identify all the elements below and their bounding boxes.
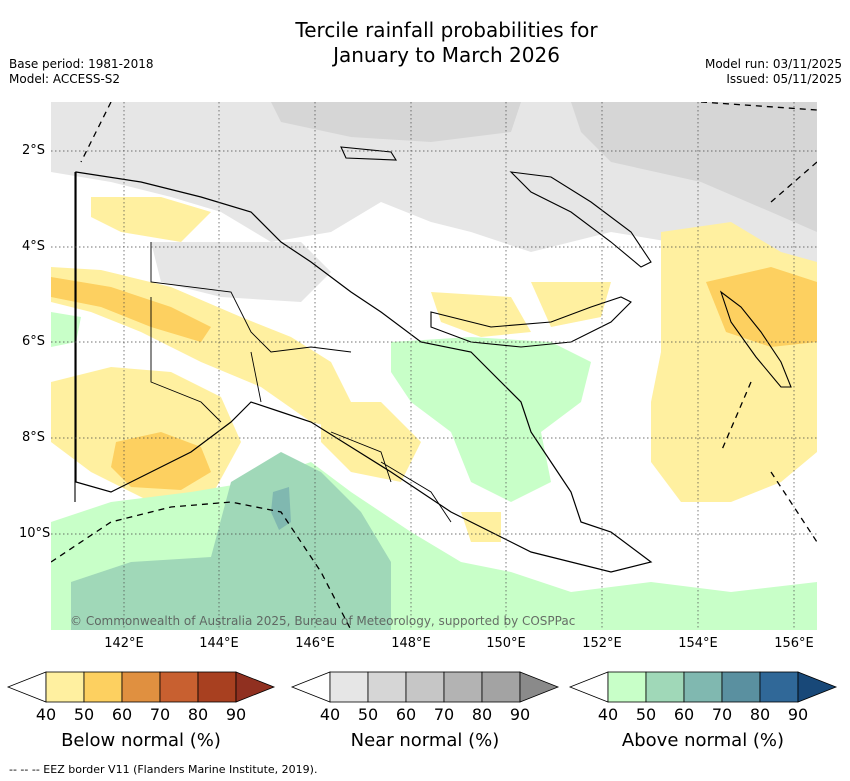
colorbar-high-extension bbox=[235, 671, 276, 703]
colorbar-tick-label: 90 bbox=[787, 705, 809, 724]
metadata-left: Base period: 1981-2018 Model: ACCESS-S2 bbox=[9, 57, 154, 87]
colorbar-tick-label: 90 bbox=[225, 705, 247, 724]
lat-label: 10°S bbox=[19, 526, 51, 541]
new-britain-outline bbox=[430, 296, 632, 348]
colorbar-tick-label: 70 bbox=[149, 705, 171, 724]
colorbar-low-extension bbox=[290, 671, 331, 703]
lon-label: 148°E bbox=[391, 636, 431, 651]
below-normal-central-patch bbox=[321, 402, 421, 482]
colorbar-tick-label: 40 bbox=[319, 705, 341, 724]
colorbar-segment bbox=[481, 671, 521, 703]
colorbar-title: Near normal (%) bbox=[350, 730, 500, 751]
title-line-1: Tercile rainfall probabilities for bbox=[295, 18, 598, 42]
lon-label: 142°E bbox=[104, 636, 144, 651]
issued-date: Issued: 05/11/2025 bbox=[726, 72, 842, 86]
colorbar-segment bbox=[121, 671, 161, 703]
lat-label: 8°S bbox=[21, 430, 45, 445]
lon-label: 144°E bbox=[199, 636, 239, 651]
colorbar-segment bbox=[367, 671, 407, 703]
below-normal-west-core bbox=[51, 277, 211, 342]
colorbar-tick-label: 40 bbox=[35, 705, 57, 724]
colorbar-segment bbox=[405, 671, 445, 703]
colorbar-segment bbox=[645, 671, 685, 703]
colorbar-segment bbox=[45, 671, 85, 703]
below-normal-southwest-core bbox=[111, 432, 211, 490]
map-title: Tercile rainfall probabilities for Janua… bbox=[0, 18, 850, 68]
below-normal-island-patch bbox=[531, 282, 611, 327]
base-period: Base period: 1981-2018 bbox=[9, 57, 154, 71]
colorbar-tick-label: 90 bbox=[509, 705, 531, 724]
new-guinea-outline bbox=[75, 171, 653, 573]
title-line-2: January to March 2026 bbox=[333, 43, 560, 67]
colorbar-segment bbox=[159, 671, 199, 703]
manus-outline bbox=[340, 146, 398, 161]
eez-footnote: -- -- -- EEZ border V11 (Flanders Marine… bbox=[9, 763, 318, 776]
colorbar-legends bbox=[6, 671, 838, 703]
graticule bbox=[51, 102, 817, 630]
lon-label: 146°E bbox=[295, 636, 335, 651]
lon-label: 152°E bbox=[582, 636, 622, 651]
colorbar-tick-label: 60 bbox=[111, 705, 133, 724]
colorbar-title: Below normal (%) bbox=[61, 730, 221, 751]
colorbar-tick-label: 80 bbox=[471, 705, 493, 724]
lat-label: 2°S bbox=[21, 143, 45, 158]
model-name: Model: ACCESS-S2 bbox=[9, 72, 121, 86]
colorbar-tick-label: 50 bbox=[73, 705, 95, 724]
near-normal-top-region bbox=[271, 102, 521, 142]
colorbar-tick-label: 80 bbox=[749, 705, 771, 724]
colorbar-title: Above normal (%) bbox=[621, 730, 785, 751]
colorbar-segment bbox=[721, 671, 761, 703]
new-ireland-outline bbox=[509, 171, 652, 268]
lon-label: 156°E bbox=[774, 636, 814, 651]
above-normal-southwest-region bbox=[71, 452, 391, 630]
model-run: Model run: 03/11/2025 bbox=[704, 57, 842, 71]
below-normal-north-patch bbox=[91, 197, 211, 242]
colorbar-tick-label: 60 bbox=[395, 705, 417, 724]
colorbar-tick-label: 70 bbox=[433, 705, 455, 724]
colorbar-low-extension bbox=[568, 671, 609, 703]
colorbar-tick-label: 50 bbox=[635, 705, 657, 724]
colorbar-1 bbox=[290, 671, 560, 703]
colorbar-segment bbox=[607, 671, 647, 703]
below-normal-east-region bbox=[651, 222, 817, 502]
colorbar-segment bbox=[197, 671, 237, 703]
metadata-right: Model run: 03/11/2025 Issued: 05/11/2025 bbox=[705, 57, 842, 87]
colorbar-tick-label: 50 bbox=[357, 705, 379, 724]
colorbar-tick-label: 80 bbox=[187, 705, 209, 724]
colorbar-tick-label: 40 bbox=[597, 705, 619, 724]
above-normal-central-region bbox=[391, 337, 591, 502]
colorbar-segment bbox=[683, 671, 723, 703]
lon-label: 154°E bbox=[678, 636, 718, 651]
lon-label: 150°E bbox=[486, 636, 526, 651]
colorbar-2 bbox=[568, 671, 838, 703]
colorbar-segment bbox=[443, 671, 483, 703]
colorbar-tick-label: 70 bbox=[711, 705, 733, 724]
rainfall-probability-map bbox=[51, 102, 817, 630]
colorbar-0 bbox=[6, 671, 276, 703]
colorbar-high-extension bbox=[797, 671, 838, 703]
colorbar-high-extension bbox=[519, 671, 560, 703]
near-normal-central-region bbox=[151, 242, 331, 302]
colorbar-tick-label: 60 bbox=[673, 705, 695, 724]
near-normal-darker-region bbox=[571, 102, 817, 232]
lat-label: 4°S bbox=[21, 239, 45, 254]
colorbar-low-extension bbox=[6, 671, 47, 703]
province-borders bbox=[150, 242, 452, 523]
lat-label: 6°S bbox=[21, 334, 45, 349]
above-normal-west-patch bbox=[51, 312, 81, 347]
below-normal-coast-patch bbox=[431, 292, 531, 337]
colorbar-segment bbox=[329, 671, 369, 703]
colorbar-segment bbox=[83, 671, 123, 703]
copyright-notice: © Commonwealth of Australia 2025, Bureau… bbox=[70, 614, 576, 628]
bougainville-outline bbox=[719, 290, 792, 388]
below-normal-east-core bbox=[706, 267, 817, 347]
eez-borders bbox=[51, 102, 817, 630]
colorbar-segment bbox=[759, 671, 799, 703]
